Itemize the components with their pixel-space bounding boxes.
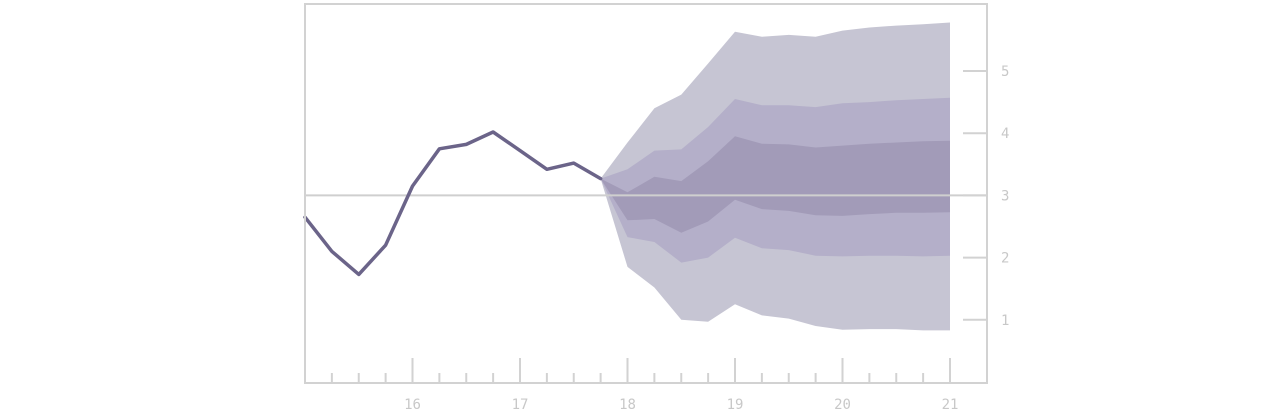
y-axis: 1 2 3 4 5 <box>963 64 1009 329</box>
x-axis: 16 17 18 19 20 21 <box>304 358 959 413</box>
fan-band-inner <box>600 136 950 233</box>
x-tick-label: 20 <box>834 397 851 413</box>
outturn-line <box>303 130 603 277</box>
x-tick-label: 16 <box>404 397 421 413</box>
plot-frame <box>304 3 988 384</box>
x-tick-label: 21 <box>942 397 959 413</box>
x-tick-label: 17 <box>512 397 529 413</box>
y-tick-label: 3 <box>1001 188 1009 204</box>
x-tick-label: 19 <box>727 397 744 413</box>
fan-bands <box>600 22 950 331</box>
y-tick-label: 1 <box>1001 313 1009 329</box>
y-tick-label: 5 <box>1001 64 1009 80</box>
x-tick-label: 18 <box>619 397 636 413</box>
y-tick-label: 2 <box>1001 251 1009 267</box>
y-tick-label: 4 <box>1001 126 1009 142</box>
